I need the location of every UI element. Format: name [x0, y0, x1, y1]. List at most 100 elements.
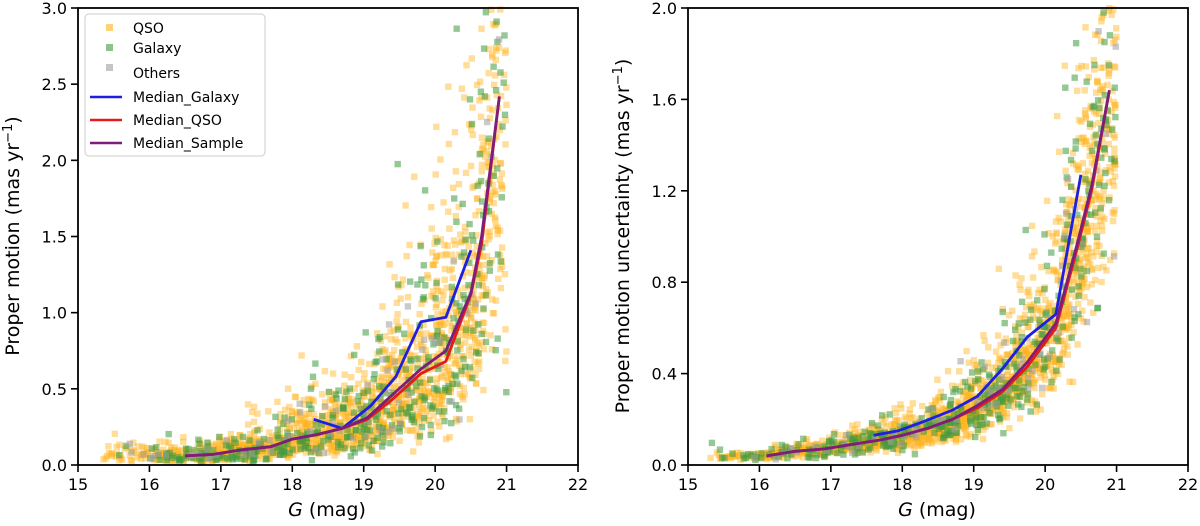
qso-point [1081, 140, 1088, 148]
qso-point [979, 377, 986, 384]
qso-point [391, 415, 398, 423]
qso-point [1111, 207, 1118, 214]
galaxy-point [370, 376, 377, 383]
galaxy-point [758, 450, 765, 457]
galaxy-point [394, 281, 402, 288]
galaxy-point [363, 402, 370, 410]
qso-point [478, 168, 485, 175]
galaxy-point [503, 389, 510, 396]
left-y-label-sup: −1 [1, 124, 16, 143]
galaxy-point [366, 427, 374, 434]
others-point [898, 441, 905, 448]
legend-others-marker [106, 64, 113, 71]
qso-point [1111, 63, 1118, 70]
right-y-label-sup: −1 [611, 66, 626, 85]
right-y-axis-label: Proper motion uncertainty (mas yr−1) [611, 59, 634, 414]
qso-point [1024, 288, 1031, 296]
qso-point [927, 433, 934, 440]
qso-point [305, 410, 313, 417]
qso-point [1105, 140, 1112, 148]
galaxy-point [246, 437, 253, 444]
qso-point [457, 371, 464, 378]
qso-point [347, 398, 354, 406]
qso-point [1096, 174, 1104, 181]
others-point [1061, 232, 1068, 239]
qso-point [387, 362, 395, 369]
galaxy-point [947, 419, 954, 426]
qso-point [480, 141, 487, 148]
qso-point [457, 341, 464, 349]
qso-point [330, 442, 338, 449]
qso-point [325, 440, 332, 447]
qso-point [883, 422, 890, 430]
qso-point [1077, 287, 1084, 295]
galaxy-point [204, 439, 211, 446]
galaxy-point [1082, 176, 1089, 183]
qso-point [1004, 368, 1012, 375]
qso-point [419, 375, 426, 383]
x-tick-label: 15 [68, 475, 88, 494]
galaxy-point [459, 200, 466, 208]
qso-point [945, 410, 952, 417]
qso-point [436, 391, 443, 398]
qso-point [1052, 240, 1059, 247]
qso-point [479, 279, 486, 287]
galaxy-point [983, 420, 990, 427]
others-point [327, 430, 334, 437]
qso-point [490, 188, 497, 196]
others-point [363, 417, 371, 425]
qso-point [1099, 213, 1106, 221]
qso-point [1074, 300, 1082, 307]
qso-point [486, 158, 493, 166]
qso-point [1088, 159, 1096, 167]
y-tick-label: 1.2 [652, 182, 677, 201]
qso-point [913, 438, 920, 445]
qso-point [1112, 101, 1119, 109]
qso-point [465, 243, 472, 250]
qso-point [369, 389, 376, 396]
qso-point [1082, 115, 1089, 122]
qso-point [999, 407, 1006, 414]
others-point [255, 438, 263, 446]
qso-point [284, 385, 292, 392]
qso-point [425, 417, 433, 424]
qso-point [442, 250, 449, 258]
qso-point [429, 288, 437, 295]
qso-point [384, 371, 391, 378]
qso-point [1011, 404, 1018, 411]
qso-point [1108, 11, 1115, 18]
qso-point [1075, 163, 1082, 170]
qso-point [461, 284, 468, 292]
qso-point [397, 295, 404, 302]
others-point [484, 118, 491, 126]
galaxy-point [1063, 221, 1071, 228]
qso-point [1080, 278, 1088, 286]
qso-point [484, 159, 491, 166]
others-point [1083, 318, 1091, 326]
qso-point [871, 424, 878, 431]
qso-point [1094, 79, 1101, 86]
qso-point [1037, 406, 1044, 413]
qso-point [250, 435, 258, 443]
galaxy-point [778, 441, 785, 449]
qso-point [1088, 142, 1095, 149]
qso-point [1054, 277, 1061, 284]
qso-point [457, 239, 464, 246]
qso-point [977, 384, 984, 392]
qso-point [469, 131, 476, 139]
qso-point [472, 212, 479, 219]
galaxy-point [418, 423, 426, 431]
galaxy-point [899, 446, 906, 454]
qso-point [479, 319, 486, 326]
qso-point [481, 274, 488, 282]
qso-point [446, 225, 453, 232]
qso-point [1097, 37, 1105, 45]
galaxy-point [953, 429, 960, 436]
legend: QSO Galaxy Others Median_Galaxy Median_Q… [84, 13, 266, 157]
galaxy-point [1072, 40, 1080, 47]
qso-point [1002, 335, 1010, 342]
qso-point [1016, 315, 1024, 322]
qso-point [336, 434, 343, 442]
others-point [397, 420, 404, 428]
qso-point [771, 443, 779, 450]
